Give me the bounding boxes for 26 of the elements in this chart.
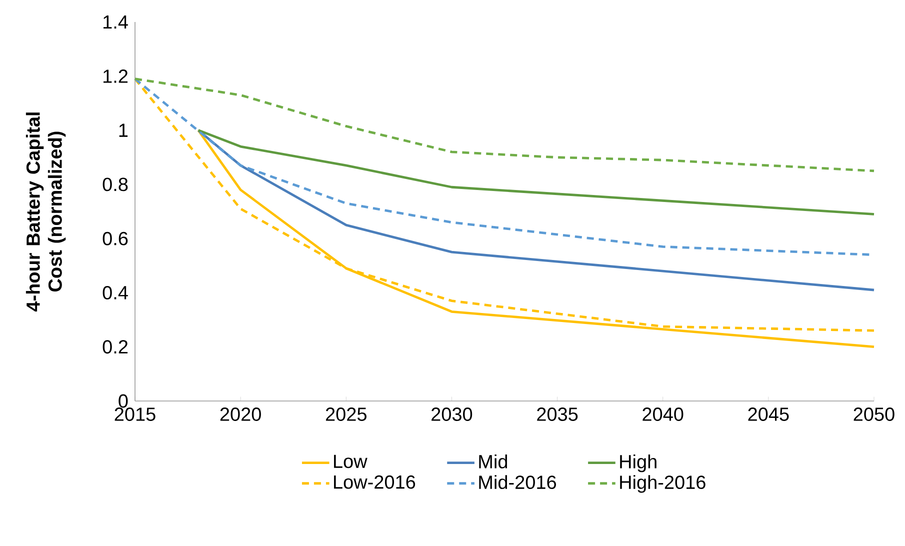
y-tick-label: 0: [118, 394, 128, 408]
line-series: [134, 78, 876, 172]
y-axis-title: 4-hour Battery Capital Cost (normalized): [26, 112, 66, 312]
legend-label: Low: [334, 454, 368, 468]
x-tick-label: 2020: [220, 408, 261, 421]
legend-label: Low-2016: [334, 475, 416, 489]
x-tick-label: 2035: [537, 408, 578, 421]
x-tick-label: 2025: [326, 408, 366, 421]
line-series: [197, 129, 876, 216]
legend-label: Mid-2016: [479, 475, 556, 490]
legend-label: Mid: [479, 454, 508, 468]
x-tick-label: 2050: [854, 408, 894, 421]
y-tick-label: 1: [119, 124, 128, 137]
y-tick-label: 0.8: [102, 178, 128, 192]
x-tick-label: 2045: [748, 408, 789, 421]
y-tick-label: 1.4: [104, 15, 128, 29]
x-tick-label: 2015: [114, 408, 156, 421]
y-tick-label: 0.6: [102, 232, 128, 246]
line-series: [197, 129, 876, 292]
legend-label: High-2016: [620, 475, 706, 493]
x-tick-label: 2040: [642, 408, 684, 421]
legend-label: High: [620, 454, 656, 472]
x-tick-label: 2030: [432, 408, 472, 421]
y-tick-label: 0.2: [102, 340, 128, 354]
y-tick-label: 0.4: [102, 286, 128, 300]
y-tick-label: 1.2: [104, 70, 128, 83]
